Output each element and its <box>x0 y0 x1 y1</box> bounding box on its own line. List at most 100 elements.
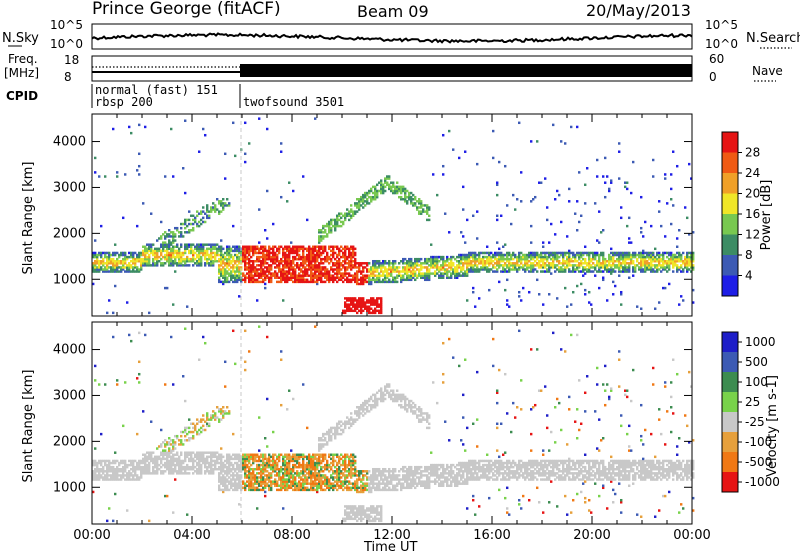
power-cell <box>362 303 365 306</box>
power-cell <box>156 253 159 257</box>
velocity-cell <box>202 414 205 417</box>
power-cell <box>234 249 237 253</box>
power-cell <box>408 257 411 261</box>
power-cell <box>400 270 403 273</box>
power-cell <box>584 266 587 269</box>
power-cell <box>344 212 347 215</box>
velocity-cell <box>266 482 269 485</box>
power-cell <box>268 276 271 279</box>
power-cell <box>452 262 455 265</box>
power-cell <box>156 255 159 259</box>
power-cell <box>568 255 571 259</box>
velocity-cell <box>246 459 249 463</box>
power-cell <box>430 264 433 267</box>
velocity-cell <box>158 445 161 448</box>
velocity-cell <box>160 445 163 448</box>
power-cell <box>424 274 427 277</box>
power-cell <box>312 278 315 282</box>
power-cell <box>134 264 137 267</box>
power-cell <box>506 251 509 255</box>
power-cell <box>476 257 479 261</box>
velocity-cell <box>214 412 217 415</box>
power-cell <box>336 245 339 248</box>
power-cell <box>594 253 597 257</box>
velocity-cell <box>178 463 181 467</box>
velocity-cell <box>238 486 241 490</box>
power-cell <box>354 257 357 261</box>
power-cell <box>518 259 521 263</box>
power-cell <box>130 270 133 273</box>
power-cell <box>538 264 541 267</box>
power-cell <box>512 251 515 255</box>
velocity-cell <box>212 455 215 459</box>
power-cell <box>334 220 337 224</box>
power-cell <box>484 264 487 267</box>
velocity-cell <box>290 474 293 477</box>
velocity-cell <box>304 482 307 485</box>
power-cell <box>426 206 429 209</box>
power-cell <box>650 257 653 261</box>
velocity-cell <box>146 465 149 469</box>
velocity-cell <box>182 375 185 378</box>
power-cell <box>664 266 667 269</box>
power-cell <box>610 259 613 263</box>
power-cell <box>246 257 249 261</box>
power-cell <box>144 255 147 259</box>
velocity-cell <box>118 470 121 473</box>
power-cell <box>220 247 223 251</box>
freq-tick-low: 8 <box>64 70 72 84</box>
power-cell <box>190 229 193 232</box>
power-cell <box>300 268 303 271</box>
power-cell <box>226 266 229 269</box>
velocity-cell <box>222 406 225 409</box>
velocity-cell <box>290 467 293 471</box>
power-cell <box>564 142 567 145</box>
power-cell <box>152 257 155 261</box>
power-cell <box>192 214 195 218</box>
power-cell <box>196 249 199 253</box>
power-cell <box>338 268 341 271</box>
power-cell <box>618 142 621 145</box>
power-cell <box>166 233 169 236</box>
velocity-cell <box>156 470 159 473</box>
power-cell <box>256 259 259 263</box>
power-cell <box>326 222 329 226</box>
velocity-cell <box>256 453 259 456</box>
power-cell <box>258 249 261 253</box>
power-cell <box>372 276 375 279</box>
power-cell <box>112 262 115 265</box>
power-cell <box>284 253 287 257</box>
power-cell <box>94 268 97 271</box>
power-cell <box>618 257 621 261</box>
power-cell <box>228 204 231 207</box>
power-cell <box>430 272 433 275</box>
velocity-cell <box>244 360 247 364</box>
velocity-cell <box>110 478 113 481</box>
velocity-cell <box>242 461 245 465</box>
power-cell <box>586 167 589 170</box>
power-cell <box>238 247 241 251</box>
velocity-cell <box>210 414 213 417</box>
power-cell <box>300 280 303 284</box>
power-cell <box>246 262 249 265</box>
velocity-cell <box>222 484 225 487</box>
power-cell <box>180 226 183 230</box>
velocity-cell <box>234 480 237 483</box>
velocity-cell <box>260 474 263 477</box>
power-cell <box>432 255 435 259</box>
power-cell <box>584 251 587 255</box>
velocity-cell <box>184 457 187 461</box>
velocity-cell <box>278 472 281 475</box>
power-cell <box>266 276 269 279</box>
power-cell <box>368 311 371 315</box>
power-cell <box>314 253 317 257</box>
velocity-cell <box>308 465 311 469</box>
power-cell <box>308 259 311 263</box>
velocity-cell <box>262 455 265 459</box>
power-cell <box>622 253 625 257</box>
power-cell <box>544 255 547 259</box>
power-cell <box>370 268 373 271</box>
power-cell <box>560 266 563 269</box>
power-cell <box>312 255 315 259</box>
velocity-cell <box>152 451 155 454</box>
